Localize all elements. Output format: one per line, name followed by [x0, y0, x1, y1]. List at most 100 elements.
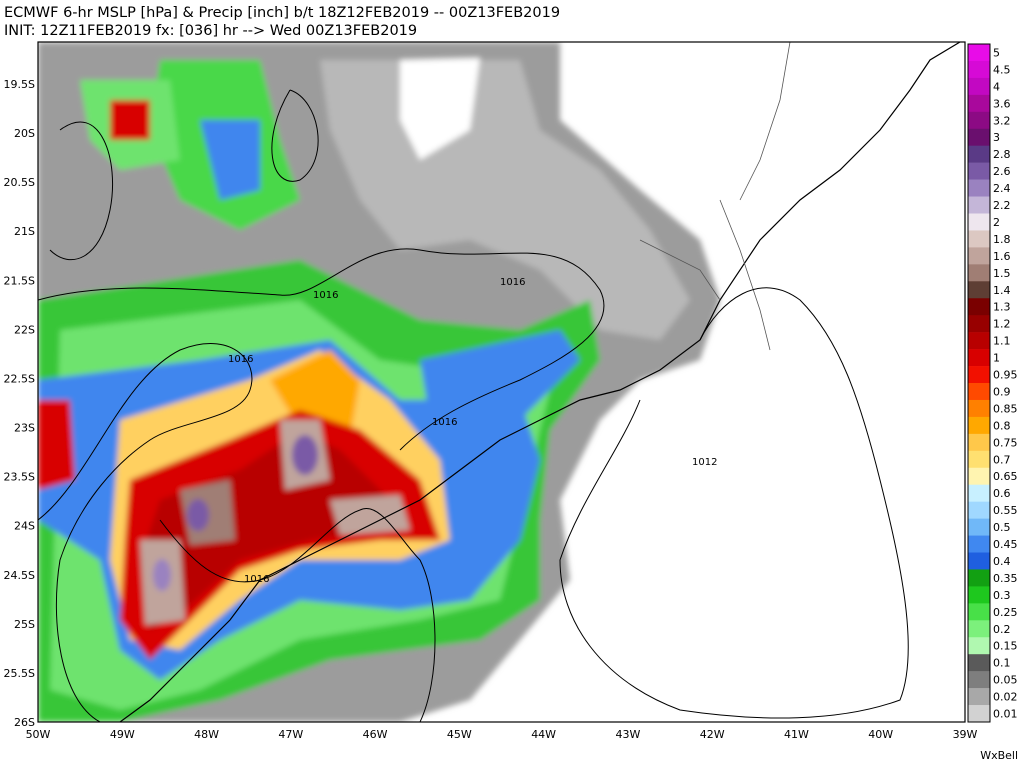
legend-label: 2 — [993, 216, 1000, 229]
y-tick-label: 23.5S — [4, 471, 35, 484]
isobar-label: 1016 — [500, 277, 525, 288]
isobar-label: 1016 — [313, 290, 338, 301]
x-tick-label: 41W — [784, 728, 809, 741]
y-axis: 19.5S 20S 20.5S 21S 21.5S 22S 22.5S 23S 23.5S 24S… — [4, 78, 35, 729]
legend-swatch — [968, 416, 990, 435]
credit-label: WxBell — [980, 749, 1018, 762]
y-tick-label: 25.5S — [4, 667, 35, 680]
legend-label: 0.01 — [993, 708, 1018, 721]
y-tick-label: 22.5S — [4, 372, 35, 385]
precip-legend: 5 4.5 4 3.6 3.2 3 2.8 2.6 2.4 2.2 2 1.8 1.6 1.5 1.4 1.3… — [967, 43, 1018, 723]
legend-swatch — [968, 501, 990, 519]
legend-label: 1.3 — [993, 301, 1011, 314]
map-area: 1016 1016 1016 1016 1016 1012 — [38, 42, 965, 722]
legend-swatch — [968, 620, 990, 638]
legend-swatch — [968, 332, 990, 350]
legend-swatch — [968, 145, 990, 163]
y-tick-label: 21S — [14, 225, 35, 238]
precip-field — [38, 42, 720, 722]
y-tick-label: 26S — [14, 716, 35, 729]
legend-label: 3.6 — [993, 97, 1011, 110]
map-title-line-2: INIT: 12Z11FEB2019 fx: [036] hr --> Wed … — [4, 23, 418, 39]
legend-swatch — [968, 264, 990, 282]
legend-swatch — [968, 586, 990, 604]
legend-label: 1.1 — [993, 335, 1011, 348]
legend-label: 0.35 — [993, 572, 1018, 585]
legend-swatch — [968, 637, 990, 655]
legend-swatch — [968, 518, 990, 536]
legend-label: 0.15 — [993, 640, 1018, 653]
legend-label: 0.4 — [993, 555, 1011, 568]
x-tick-label: 47W — [278, 728, 303, 741]
legend-label: 1.8 — [993, 233, 1011, 246]
x-axis: 50W 49W 48W 47W 46W 45W 44W 43W 42W 41W 40W 39W — [26, 728, 978, 741]
legend-label: 1.6 — [993, 250, 1011, 263]
map-frame — [37, 41, 966, 723]
y-tick-label: 25S — [14, 618, 35, 631]
isobars — [38, 89, 909, 722]
y-tick-label: 22S — [14, 323, 35, 336]
legend-swatch — [968, 450, 990, 469]
legend-swatch — [968, 196, 990, 214]
legend-label: 0.2 — [993, 623, 1011, 636]
legend-swatch — [968, 688, 990, 706]
x-tick-label: 43W — [615, 728, 640, 741]
x-tick-label: 46W — [363, 728, 388, 741]
legend-swatch — [968, 128, 990, 146]
legend-swatch — [968, 383, 990, 401]
isobar-label: 1016 — [432, 417, 457, 428]
legend-label: 5 — [993, 46, 1000, 59]
legend-label: 1.4 — [993, 284, 1011, 297]
x-tick-label: 45W — [447, 728, 472, 741]
legend-swatch — [968, 366, 990, 384]
legend-label: 3 — [993, 131, 1000, 144]
legend-swatch — [968, 705, 990, 723]
isobar-label: 1012 — [692, 457, 717, 468]
x-tick-label: 48W — [194, 728, 219, 741]
x-tick-label: 39W — [953, 728, 978, 741]
legend-swatch — [968, 111, 990, 130]
legend-label: 2.8 — [993, 148, 1011, 161]
legend-swatch — [968, 213, 990, 231]
legend-swatch — [968, 484, 990, 502]
legend-swatch — [968, 77, 990, 96]
legend-swatch — [968, 569, 990, 587]
isobar-label-group: 1016 1016 1016 1016 1016 1012 — [228, 277, 717, 585]
legend-swatch — [968, 433, 990, 452]
y-tick-label: 20.5S — [4, 176, 35, 189]
legend-swatch — [968, 315, 990, 333]
state-borders — [639, 42, 791, 351]
legend-label: 0.02 — [993, 691, 1018, 704]
legend-swatch — [968, 603, 990, 621]
legend-label: 2.2 — [993, 199, 1011, 212]
x-tick-label: 49W — [110, 728, 135, 741]
y-tick-label: 24.5S — [4, 569, 35, 582]
legend-label: 0.6 — [993, 487, 1011, 500]
legend-label: 2.4 — [993, 182, 1011, 195]
legend-label: 0.95 — [993, 369, 1018, 382]
isobar-label: 1016 — [244, 574, 269, 585]
legend-label: 0.75 — [993, 436, 1018, 449]
coastline — [119, 42, 961, 722]
legend-swatch — [968, 399, 990, 418]
legend-swatch — [968, 349, 990, 367]
legend-label: 0.45 — [993, 538, 1018, 551]
legend-swatch — [968, 44, 990, 62]
legend-swatch — [968, 298, 990, 316]
x-tick-label: 42W — [700, 728, 725, 741]
legend-label: 0.55 — [993, 504, 1018, 517]
legend-label: 0.65 — [993, 470, 1018, 483]
legend-label: 0.25 — [993, 606, 1018, 619]
map-title-line-1: ECMWF 6-hr MSLP [hPa] & Precip [inch] b/… — [4, 5, 561, 21]
legend-swatch — [968, 535, 990, 553]
isobar-label: 1016 — [228, 354, 253, 365]
legend-swatch — [968, 230, 990, 248]
legend-swatch — [968, 179, 990, 197]
legend-swatch — [968, 654, 990, 672]
legend-label: 3.2 — [993, 114, 1011, 127]
legend-swatch — [968, 281, 990, 299]
legend-swatch — [968, 671, 990, 689]
legend-swatch — [968, 162, 990, 180]
legend-swatch — [968, 94, 990, 113]
